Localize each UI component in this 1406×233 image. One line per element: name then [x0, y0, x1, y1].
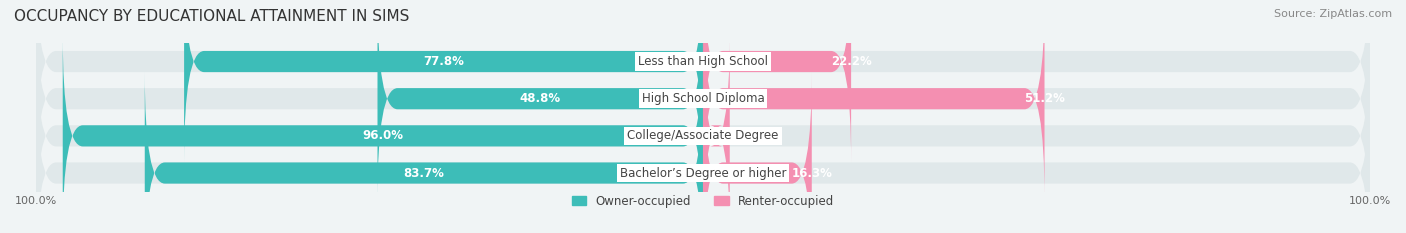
Text: 22.2%: 22.2%: [831, 55, 872, 68]
FancyBboxPatch shape: [703, 35, 730, 233]
Text: OCCUPANCY BY EDUCATIONAL ATTAINMENT IN SIMS: OCCUPANCY BY EDUCATIONAL ATTAINMENT IN S…: [14, 9, 409, 24]
FancyBboxPatch shape: [703, 0, 1369, 162]
FancyBboxPatch shape: [703, 0, 851, 162]
FancyBboxPatch shape: [703, 0, 1045, 200]
Text: Bachelor’s Degree or higher: Bachelor’s Degree or higher: [620, 167, 786, 180]
Legend: Owner-occupied, Renter-occupied: Owner-occupied, Renter-occupied: [567, 190, 839, 212]
FancyBboxPatch shape: [63, 35, 703, 233]
FancyBboxPatch shape: [703, 0, 1369, 200]
Text: 96.0%: 96.0%: [363, 129, 404, 142]
Text: 83.7%: 83.7%: [404, 167, 444, 180]
FancyBboxPatch shape: [145, 72, 703, 233]
FancyBboxPatch shape: [37, 35, 703, 233]
FancyBboxPatch shape: [703, 35, 1369, 233]
Text: Less than High School: Less than High School: [638, 55, 768, 68]
Text: Source: ZipAtlas.com: Source: ZipAtlas.com: [1274, 9, 1392, 19]
FancyBboxPatch shape: [377, 0, 703, 200]
FancyBboxPatch shape: [37, 0, 703, 200]
Text: 48.8%: 48.8%: [520, 92, 561, 105]
FancyBboxPatch shape: [703, 72, 1369, 233]
FancyBboxPatch shape: [184, 0, 703, 162]
Text: 77.8%: 77.8%: [423, 55, 464, 68]
Text: 16.3%: 16.3%: [792, 167, 832, 180]
FancyBboxPatch shape: [703, 72, 811, 233]
Text: High School Diploma: High School Diploma: [641, 92, 765, 105]
FancyBboxPatch shape: [37, 0, 703, 162]
Text: College/Associate Degree: College/Associate Degree: [627, 129, 779, 142]
Text: 4.0%: 4.0%: [713, 129, 747, 142]
Text: 51.2%: 51.2%: [1024, 92, 1064, 105]
FancyBboxPatch shape: [37, 72, 703, 233]
